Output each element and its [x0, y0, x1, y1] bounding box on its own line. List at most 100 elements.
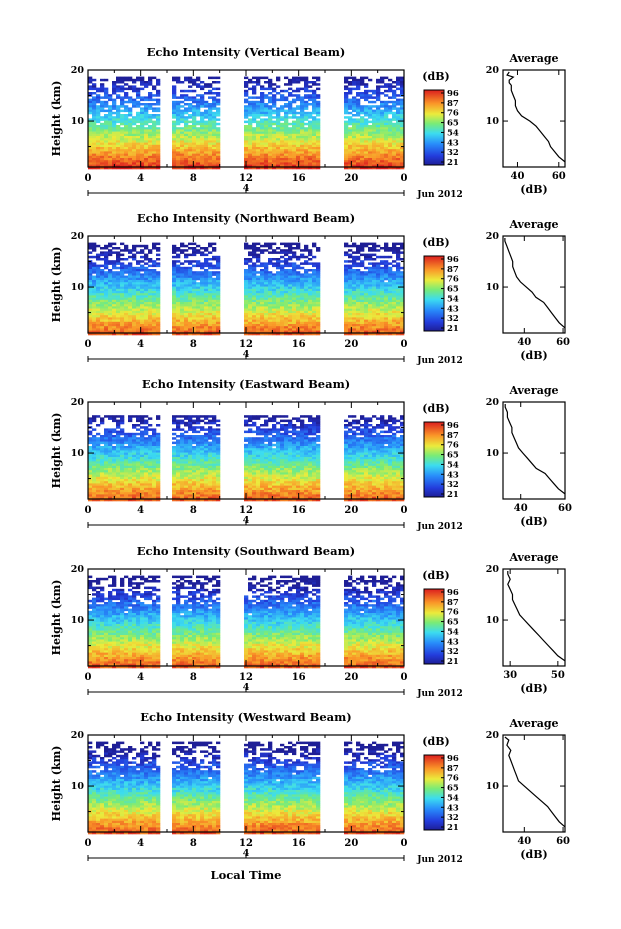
heatmap-cell	[112, 291, 117, 294]
x-tick-label: 4	[137, 339, 144, 350]
heatmap-cell	[352, 162, 357, 165]
heatmap-cell	[360, 107, 365, 110]
heatmap-cell	[148, 105, 153, 108]
heatmap-cell	[92, 244, 97, 248]
heatmap-cell	[176, 166, 181, 170]
heatmap-cell	[192, 324, 197, 327]
heatmap-cell	[172, 264, 177, 268]
heatmap-cell	[120, 319, 125, 323]
heatmap-cell	[156, 304, 161, 307]
heatmap-cell	[352, 321, 357, 325]
heatmap-cell	[112, 275, 117, 279]
heatmap-cell	[288, 321, 293, 325]
heatmap-cell	[368, 284, 373, 287]
heatmap-cell	[308, 151, 313, 154]
heatmap-cell	[108, 310, 113, 314]
heatmap-cell	[356, 284, 361, 287]
heatmap-cell	[108, 131, 113, 135]
heatmap-cell	[292, 160, 297, 163]
heatmap-cell	[188, 326, 193, 329]
heatmap-cell	[384, 249, 389, 252]
heatmap-cell	[256, 158, 261, 161]
heatmap-cell	[260, 153, 265, 157]
heatmap-cell	[372, 244, 377, 248]
heatmap-cell	[88, 129, 93, 132]
heatmap-cell	[88, 441, 93, 445]
heatmap-cell	[368, 328, 373, 331]
heatmap-cell	[180, 328, 185, 331]
heatmap-cell	[244, 313, 249, 316]
heatmap-cell	[216, 297, 221, 301]
heatmap-cell	[92, 155, 97, 159]
heatmap-cell	[272, 297, 277, 301]
heatmap-cell	[276, 138, 281, 141]
heatmap-cell	[140, 107, 145, 110]
heatmap-cell	[380, 105, 385, 108]
heatmap-cell	[296, 94, 301, 97]
heatmap-cell	[300, 100, 305, 104]
heatmap-cell	[92, 282, 97, 285]
heatmap-cell	[368, 136, 373, 139]
heatmap-cell	[216, 162, 221, 165]
heatmap-cell	[264, 155, 269, 159]
heatmap-cell	[352, 96, 357, 99]
heatmap-cell	[292, 253, 297, 257]
heatmap-cell	[204, 299, 209, 303]
heatmap-cell	[204, 85, 209, 88]
heatmap-cell	[356, 291, 361, 294]
heatmap-cell	[216, 273, 221, 276]
heatmap-cell	[180, 116, 185, 119]
heatmap-cell	[192, 142, 197, 146]
heatmap-cell	[100, 295, 105, 298]
heatmap-cell	[176, 260, 181, 263]
heatmap-cell	[100, 483, 105, 486]
heatmap-cell	[388, 288, 393, 292]
heatmap-cell	[352, 288, 357, 292]
heatmap-cell	[284, 149, 289, 152]
heatmap-cell	[372, 313, 377, 316]
heatmap-cell	[120, 269, 125, 272]
heatmap-cell	[384, 299, 389, 303]
heatmap-cell	[216, 258, 221, 261]
heatmap-cell	[104, 288, 109, 292]
heatmap-cell	[216, 313, 221, 316]
heatmap-cell	[360, 297, 365, 301]
heatmap-cell	[172, 131, 177, 135]
profile-x-label: (dB)	[520, 183, 547, 196]
heatmap-cell	[104, 277, 109, 281]
heatmap-cell	[272, 144, 277, 148]
heatmap-cell	[384, 140, 389, 143]
heatmap-cell	[276, 291, 281, 294]
heatmap-cell	[120, 302, 125, 305]
heatmap-cell	[396, 133, 401, 137]
heatmap-cell	[312, 111, 317, 115]
heatmap-cell	[268, 133, 273, 137]
heatmap-cell	[124, 295, 129, 298]
heatmap-cell	[392, 118, 397, 121]
heatmap-cell	[192, 260, 197, 263]
heatmap-cell	[260, 291, 265, 294]
heatmap-cell	[196, 147, 201, 150]
heatmap-cell	[124, 138, 129, 141]
heatmap-cell	[316, 280, 321, 283]
heatmap-cell	[380, 138, 385, 141]
heatmap-cell	[384, 164, 389, 168]
heatmap-cell	[88, 299, 93, 303]
heatmap-cell	[296, 293, 301, 296]
heatmap-cell	[244, 85, 249, 88]
heatmap-cell	[396, 144, 401, 148]
heatmap-cell	[124, 258, 129, 261]
heatmap-cell	[384, 107, 389, 110]
heatmap-cell	[132, 81, 137, 84]
heatmap-cell	[312, 284, 317, 287]
heatmap-cell	[116, 332, 121, 336]
heatmap-cell	[96, 483, 101, 486]
heatmap-cell	[352, 315, 357, 318]
heatmap-cell	[264, 262, 269, 265]
heatmap-cell	[144, 114, 149, 117]
heatmap-cell	[180, 164, 185, 168]
heatmap-cell	[272, 288, 277, 292]
heatmap-cell	[180, 295, 185, 298]
colorbar-tick-label: 54	[447, 294, 459, 304]
heatmap-cell	[400, 129, 405, 132]
